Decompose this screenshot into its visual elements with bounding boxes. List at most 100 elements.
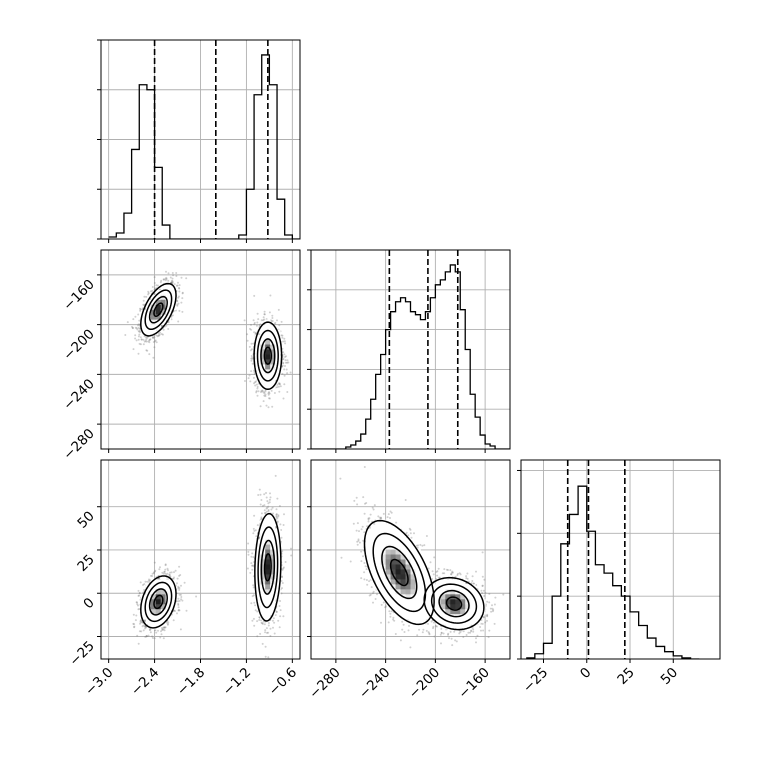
sample-point <box>138 592 141 595</box>
sample-point <box>260 516 263 519</box>
sample-point <box>137 642 140 645</box>
sample-point <box>271 314 274 317</box>
sample-point <box>266 500 269 503</box>
density-cell <box>270 324 276 331</box>
panel-1-0: −280−240−200−160 <box>60 249 301 463</box>
sample-point <box>165 276 168 279</box>
density-cell <box>260 329 266 335</box>
sample-point <box>263 493 266 496</box>
sample-point <box>260 319 263 322</box>
sample-point <box>136 328 139 331</box>
sample-point <box>247 550 250 553</box>
sample-point <box>275 526 278 529</box>
sample-point <box>254 529 257 532</box>
sample-point <box>153 287 156 290</box>
density-cell <box>265 374 271 380</box>
sample-point <box>262 400 265 403</box>
sample-point <box>179 593 182 596</box>
density-cell <box>270 349 276 355</box>
sample-point <box>132 622 135 625</box>
sample-point <box>161 629 164 631</box>
sample-point <box>251 356 254 359</box>
sample-point <box>178 287 181 290</box>
sample-point <box>278 390 281 393</box>
sample-point <box>138 594 141 597</box>
contour-line <box>256 329 279 382</box>
sample-point <box>167 272 170 275</box>
sample-point <box>282 351 285 354</box>
sample-point <box>177 606 180 609</box>
density-cell <box>255 334 261 340</box>
sample-point <box>253 529 256 532</box>
sample-point <box>277 515 280 518</box>
sample-point <box>176 577 179 580</box>
sample-point <box>252 342 255 345</box>
sample-point <box>281 550 284 553</box>
sample-point <box>251 362 254 365</box>
sample-point <box>161 324 164 327</box>
sample-point <box>135 339 138 342</box>
sample-point <box>171 280 174 283</box>
sample-point <box>286 361 289 364</box>
sample-point <box>152 337 155 340</box>
density-cell <box>145 299 152 306</box>
sample-point <box>170 571 173 574</box>
sample-point <box>263 313 266 316</box>
sample-point <box>271 506 274 509</box>
sample-point <box>151 637 154 639</box>
density-cell <box>260 354 266 360</box>
sample-point <box>178 309 181 312</box>
sample-point <box>139 309 142 312</box>
sample-point <box>265 507 268 510</box>
sample-point <box>145 295 148 298</box>
sample-point <box>254 332 257 335</box>
y-tick-label: −160 <box>60 276 98 314</box>
sample-point <box>263 313 266 316</box>
sample-point <box>265 510 268 513</box>
sample-point <box>171 277 174 280</box>
sample-point <box>133 626 136 629</box>
sample-point <box>165 278 168 280</box>
sample-point <box>139 620 142 623</box>
panel-0-0 <box>97 39 301 243</box>
density-cell <box>140 319 147 326</box>
sample-point <box>280 529 283 531</box>
contour-line <box>260 338 276 374</box>
sample-point <box>264 511 267 514</box>
sample-point <box>267 406 270 409</box>
contour-line <box>153 302 164 317</box>
sample-point <box>258 488 261 491</box>
sample-point <box>143 619 146 622</box>
sample-point <box>173 571 175 574</box>
sample-point <box>261 642 264 645</box>
sample-point <box>180 596 183 598</box>
sample-point <box>176 300 179 303</box>
sample-point <box>137 608 140 611</box>
sample-point <box>255 390 258 393</box>
density-cell <box>170 299 177 306</box>
sample-point <box>281 364 284 367</box>
sample-point <box>137 313 140 316</box>
x-tick-label: 25 <box>614 665 637 688</box>
density-cell <box>145 309 152 316</box>
sample-point <box>139 621 142 624</box>
sample-point <box>149 290 152 293</box>
density-cell <box>265 324 271 331</box>
sample-point <box>264 390 267 393</box>
sample-point <box>287 361 290 364</box>
sample-point <box>270 320 273 323</box>
sample-point <box>173 576 175 579</box>
sample-point <box>149 631 152 634</box>
sample-point <box>159 281 162 284</box>
density-cell <box>265 349 271 355</box>
sample-point <box>167 279 170 282</box>
sample-point <box>160 633 163 636</box>
sample-point <box>281 362 284 365</box>
sample-point <box>138 591 141 594</box>
sample-point <box>263 504 266 507</box>
sample-point <box>254 381 256 384</box>
sample-point <box>132 348 135 351</box>
density-cell <box>170 289 177 296</box>
density-cell <box>260 339 266 345</box>
sample-point <box>145 635 148 638</box>
